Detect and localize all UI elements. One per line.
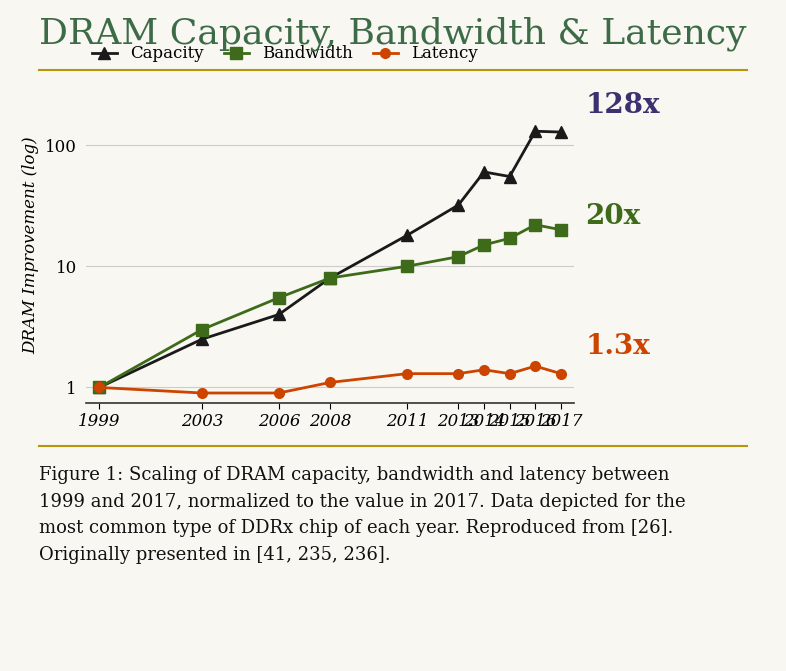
Y-axis label: DRAM Improvement (log): DRAM Improvement (log) (22, 136, 39, 354)
Text: 128x: 128x (586, 92, 660, 119)
Text: 1.3x: 1.3x (586, 333, 651, 360)
Text: DRAM Capacity, Bandwidth & Latency: DRAM Capacity, Bandwidth & Latency (39, 17, 747, 51)
Text: 20x: 20x (586, 203, 641, 230)
Text: Figure 1: Scaling of DRAM capacity, bandwidth and latency between
1999 and 2017,: Figure 1: Scaling of DRAM capacity, band… (39, 466, 686, 564)
Legend: Capacity, Bandwidth, Latency: Capacity, Bandwidth, Latency (85, 39, 484, 69)
